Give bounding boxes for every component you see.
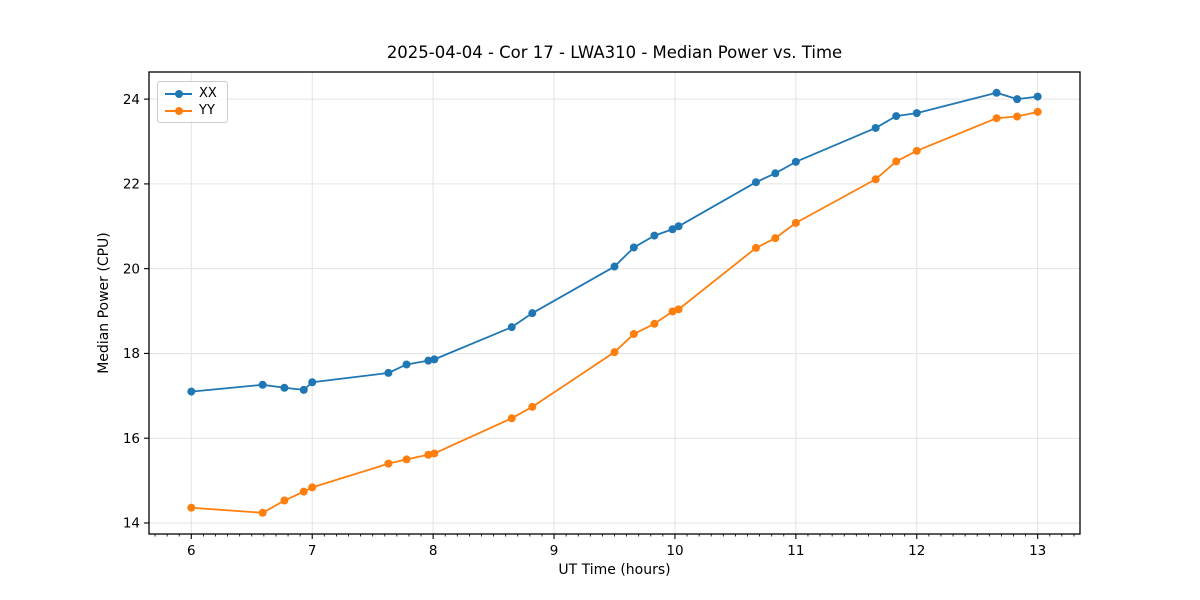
data-point-xx [912, 109, 921, 118]
data-point-xx [308, 378, 317, 387]
data-point-yy [308, 483, 317, 492]
data-point-yy [280, 496, 289, 505]
data-point-yy [629, 329, 638, 338]
legend-marker-icon [174, 89, 183, 98]
x-tick-label: 11 [787, 543, 804, 559]
data-point-yy [299, 487, 308, 496]
data-point-xx [430, 355, 439, 364]
legend-swatch-yy [165, 106, 192, 116]
data-point-xx [299, 385, 308, 394]
data-point-yy [650, 319, 659, 328]
data-point-xx [402, 360, 411, 369]
x-tick-label: 7 [308, 543, 317, 559]
y-tick-label: 14 [123, 516, 140, 532]
data-point-yy [751, 243, 760, 252]
data-point-yy [507, 414, 516, 423]
data-point-yy [430, 449, 439, 458]
data-point-yy [610, 348, 619, 357]
y-tick-label: 24 [123, 92, 140, 108]
data-point-xx [258, 380, 267, 389]
data-point-yy [187, 503, 196, 512]
data-point-xx [674, 222, 683, 231]
chart-title: 2025-04-04 - Cor 17 - LWA310 - Median Po… [386, 43, 843, 62]
legend-label-yy: YY [199, 103, 215, 118]
data-point-yy [892, 157, 901, 166]
series-line-yy [190, 110, 1039, 514]
data-point-yy [384, 459, 393, 468]
data-point-xx [610, 262, 619, 271]
axes-spines [148, 71, 1081, 535]
data-point-yy [402, 455, 411, 464]
x-tick-label: 6 [187, 543, 196, 559]
data-point-xx [384, 368, 393, 377]
data-point-xx [871, 123, 880, 132]
x-tick-label: 8 [429, 543, 438, 559]
y-tick-label: 22 [123, 177, 140, 193]
legend-entry-yy: YY [165, 104, 217, 117]
x-tick-label: 13 [1029, 543, 1046, 559]
data-point-xx [791, 157, 800, 166]
data-point-yy [424, 450, 433, 459]
data-point-yy [668, 307, 677, 316]
data-point-xx [629, 243, 638, 252]
legend: XX YY [157, 81, 228, 123]
data-point-yy [791, 218, 800, 227]
data-point-yy [912, 146, 921, 155]
data-point-xx [1033, 92, 1042, 101]
x-tick-label: 9 [550, 543, 559, 559]
data-point-yy [1033, 107, 1042, 116]
data-point-xx [668, 225, 677, 234]
data-point-yy [771, 234, 780, 243]
x-axis-label: UT Time (hours) [558, 562, 671, 578]
data-point-yy [674, 305, 683, 314]
data-point-yy [1013, 112, 1022, 121]
data-point-xx [650, 231, 659, 240]
legend-marker-icon [174, 106, 183, 115]
y-tick-label: 16 [123, 431, 140, 447]
data-point-xx [892, 112, 901, 121]
x-tick-label: 10 [666, 543, 683, 559]
data-point-xx [187, 387, 196, 396]
legend-label-xx: XX [199, 86, 217, 101]
data-point-xx [528, 309, 537, 318]
data-point-xx [771, 169, 780, 178]
legend-swatch-xx [165, 89, 192, 99]
data-point-xx [1013, 95, 1022, 104]
data-point-xx [280, 383, 289, 392]
data-point-xx [424, 356, 433, 365]
data-point-xx [992, 88, 1001, 97]
y-tick-label: 20 [123, 261, 140, 277]
y-tick-label: 18 [123, 346, 140, 362]
series-line-xx [190, 91, 1039, 393]
data-point-yy [992, 114, 1001, 123]
data-point-yy [258, 508, 267, 517]
x-tick-label: 12 [908, 543, 925, 559]
data-point-yy [871, 175, 880, 184]
y-axis-label: Median Power (CPU) [96, 232, 112, 374]
data-point-xx [507, 323, 516, 332]
data-point-xx [751, 178, 760, 187]
legend-entry-xx: XX [165, 87, 217, 100]
data-point-yy [528, 402, 537, 411]
